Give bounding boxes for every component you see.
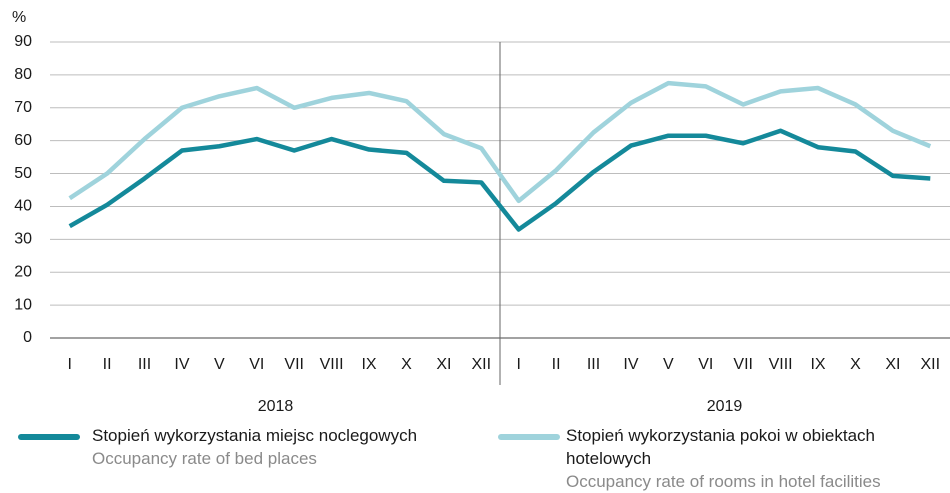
x-tick-label: III [138,356,151,373]
legend-label: Stopień wykorzystania miejsc noclegowych [92,426,418,445]
x-group-label: 2018 [258,398,294,415]
x-tick-label: XI [885,356,900,373]
series-line [68,128,931,232]
x-tick-label: VIII [769,356,793,373]
x-tick-label: I [67,356,71,373]
x-tick-label: VIII [320,356,344,373]
x-tick-label: III [587,356,600,373]
x-tick-label: XII [921,356,941,373]
y-tick-label: 30 [14,231,32,248]
legend-sublabel: Occupancy rate of bed places [92,449,317,468]
legend-entry: Stopień wykorzystania pokoi w obiektach … [566,424,946,493]
x-tick-label: V [663,356,674,373]
x-tick-label: X [850,356,861,373]
legend-label: Stopień wykorzystania pokoi w obiektach … [566,426,875,468]
y-tick-label: 90 [14,33,32,50]
y-tick-label: 10 [14,296,32,313]
y-unit: % [12,9,26,26]
x-tick-label: XI [436,356,451,373]
x-tick-label: VI [698,356,713,373]
legend-swatch [18,434,80,440]
x-tick-label: IX [810,356,825,373]
x-tick-label: II [103,356,112,373]
y-tick-label: 80 [14,66,32,83]
y-tick-label: 0 [23,329,32,346]
x-tick-label: VII [733,356,753,373]
legend-sublabel: Occupancy rate of rooms in hotel facilit… [566,472,881,491]
x-tick-label: I [516,356,520,373]
legend-swatch [498,434,560,440]
y-tick-label: 60 [14,132,32,149]
y-tick-label: 20 [14,263,32,280]
y-tick-label: 40 [14,198,32,215]
y-tick-label: 70 [14,99,32,116]
legend-entry: Stopień wykorzystania miejsc noclegowych… [92,424,492,470]
x-tick-label: VII [284,356,304,373]
series-line [68,80,932,204]
x-tick-label: X [401,356,412,373]
y-tick-label: 50 [14,165,32,182]
x-tick-label: IV [174,356,189,373]
x-group-label: 2019 [707,398,743,415]
x-tick-label: XII [472,356,492,373]
x-tick-label: VI [249,356,264,373]
x-tick-label: V [214,356,225,373]
x-tick-label: IX [361,356,376,373]
x-tick-label: IV [623,356,638,373]
x-tick-label: II [552,356,561,373]
